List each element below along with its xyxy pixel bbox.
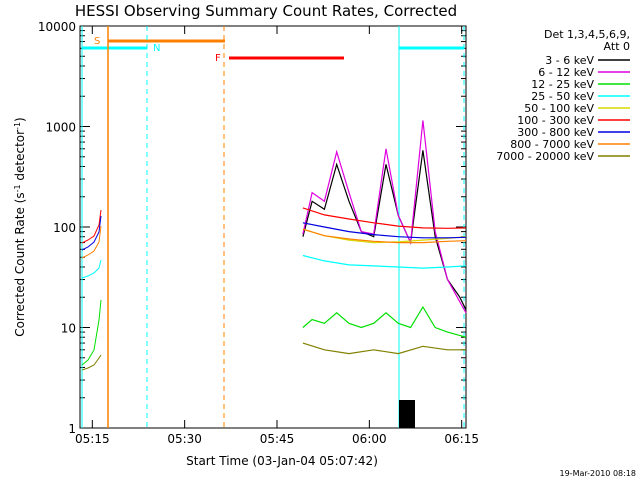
pre-gap-red (81, 209, 102, 244)
legend-label-0: 3 - 6 keV (545, 54, 594, 67)
flag-s-label: S (94, 36, 100, 47)
spike-block (399, 400, 415, 428)
legend-label-8: 7000 - 20000 keV (496, 150, 594, 163)
pre-gap-olive (81, 354, 102, 371)
y-tick-label-1: 10 (61, 322, 76, 336)
y-axis-label-mid: detector (13, 130, 27, 185)
y-axis-label: Corrected Count Rate (s-1 detector-1) (13, 117, 28, 336)
y-tick-label-2: 100 (53, 221, 76, 235)
pre-gap-orange (81, 225, 102, 259)
x-tick-label-1: 05:30 (167, 432, 202, 446)
pre-gap-traces (81, 209, 102, 371)
flag-bars: S N F (82, 36, 464, 64)
series-line-7 (302, 228, 467, 244)
y-tick-label-0: 1 (68, 422, 76, 436)
y-axis-ticks: 1 10 100 1000 10000 (38, 20, 466, 436)
series-line-1 (302, 120, 467, 314)
x-axis-ticks: 05:15 05:30 05:45 06:00 06:15 (75, 26, 479, 446)
y-axis-label-main: Corrected Count Rate (s (13, 192, 27, 336)
pre-gap-green (81, 299, 102, 366)
legend-label-3: 25 - 50 keV (531, 90, 594, 103)
legend-label-1: 6 - 12 keV (538, 66, 594, 79)
pre-gap-cyan (81, 259, 102, 279)
series-line-8 (302, 342, 466, 355)
y-axis-label-sup1: -1 (13, 184, 22, 192)
y-tick-label-3: 1000 (45, 121, 76, 135)
footer-timestamp: 19-Mar-2010 08:18 (560, 469, 637, 478)
legend-label-2: 12 - 25 keV (531, 78, 594, 91)
x-tick-label-4: 06:15 (444, 432, 479, 446)
legend-label-5: 100 - 300 keV (517, 114, 594, 127)
series-line-6 (302, 222, 467, 239)
series-line-3 (302, 254, 467, 269)
x-tick-label-3: 06:00 (352, 432, 387, 446)
y-axis-label-end: ) (13, 117, 27, 122)
series-line-5 (302, 207, 467, 229)
legend-header-2: Att 0 (604, 40, 630, 53)
y-tick-label-4: 10000 (38, 20, 76, 34)
series-group (302, 120, 467, 355)
series-line-2 (302, 305, 467, 338)
legend-label-7: 800 - 7000 keV (510, 138, 594, 151)
legend-header-1: Det 1,3,4,5,6,9, (544, 28, 630, 41)
y-axis-label-sup2: -1 (13, 122, 22, 130)
x-axis-label: Start Time (03-Jan-04 05:07:42) (186, 454, 378, 468)
flag-n-label: N (153, 43, 160, 54)
x-tick-label-2: 05:45 (260, 432, 295, 446)
flag-f-label: F (215, 53, 221, 64)
pre-gap-blue (81, 215, 102, 251)
legend-label-6: 300 - 800 keV (517, 126, 594, 139)
legend-label-4: 50 - 100 keV (524, 102, 594, 115)
chart-title: HESSI Observing Summary Count Rates, Cor… (75, 2, 457, 20)
event-lines (81, 26, 465, 428)
x-tick-label-0: 05:15 (75, 432, 110, 446)
series-line-0 (302, 150, 467, 311)
